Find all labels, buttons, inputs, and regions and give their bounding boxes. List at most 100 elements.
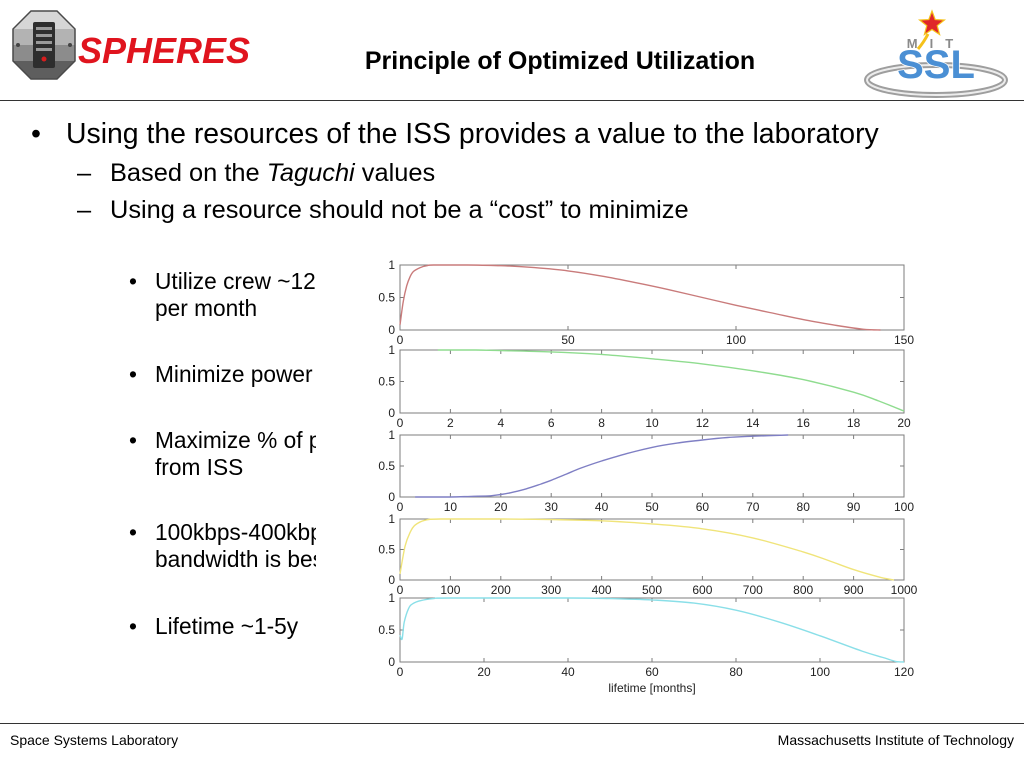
x-tick-label: 60: [696, 500, 710, 514]
list-item-line: per month: [155, 295, 258, 321]
list-item-line: Lifetime ~1-5y: [155, 613, 299, 639]
x-tick-label: 30: [545, 500, 559, 514]
spheres-logo-icon: [12, 10, 76, 80]
x-tick-label: 50: [561, 333, 575, 347]
sub-bullet-text: Based on the: [110, 159, 267, 187]
x-tick-label: 500: [642, 583, 662, 597]
subplot-3: 0 10 20 30 40 50 60 70 80 90 100 0 0.5 1: [378, 428, 914, 514]
x-tick-label: 100: [894, 500, 914, 514]
x-tick-label: 300: [541, 583, 561, 597]
x-tick-label: 60: [645, 665, 659, 679]
y-tick-label: 1: [388, 591, 395, 605]
axes-box: [399, 434, 905, 498]
list-item: • Lifetime ~1-5y: [0, 613, 320, 673]
series-line-3: [415, 434, 789, 498]
star-icon: [917, 9, 947, 36]
x-tick-label: 10: [645, 416, 659, 430]
footer-lab-name: Space Systems Laboratory: [10, 732, 179, 748]
x-tick-label: 10: [444, 500, 458, 514]
x-tick-label: 1000: [891, 583, 918, 597]
subplot-4: 0 100 200 300 400 500 600 700 800 900 1000 0 0.5 1: [378, 512, 917, 597]
x-tick-label: 0: [397, 333, 404, 347]
series-line-2: [437, 349, 905, 412]
spheres-logo-text: SPHERES: [78, 30, 251, 71]
series-line-1: [399, 264, 881, 331]
ssl-logo-small-text: MIT: [907, 36, 965, 51]
x-tick-label: 6: [548, 416, 555, 430]
x-tick-label: 14: [746, 416, 760, 430]
list-item: • Maximize % of p from ISS: [0, 427, 322, 487]
list-item-line: Minimize power: [155, 361, 313, 387]
bullet-marker: •: [129, 427, 137, 453]
x-tick-label: 0: [397, 583, 404, 597]
x-tick-label: 40: [561, 665, 575, 679]
y-tick-label: 0: [388, 573, 395, 587]
x-tick-label: 80: [797, 500, 811, 514]
list-item: • Minimize power: [0, 361, 320, 421]
x-tick-label: 400: [592, 583, 612, 597]
axes-box: [399, 518, 905, 581]
x-tick-label: 2: [447, 416, 454, 430]
x-tick-label: 120: [894, 665, 914, 679]
list-item-line: Maximize % of p: [155, 427, 322, 453]
x-tick-label: 20: [897, 416, 911, 430]
bullet-marker: •: [129, 268, 137, 294]
x-tick-label: 18: [847, 416, 861, 430]
slide-title: Principle of Optimized Utilization: [364, 47, 756, 75]
subplot-2: 0 2 4 6 8 10 12 14 16 18 20 0 0.5 1: [378, 343, 911, 430]
footer-divider: [0, 723, 1024, 724]
y-tick-label: 0.5: [378, 291, 395, 305]
subplot-5: 0 20 40 60 80 100 120 0 0.5 1 lifetime [months]: [378, 591, 914, 695]
dash-marker: –: [77, 196, 92, 224]
y-tick-label: 0.5: [378, 459, 395, 473]
y-tick-label: 1: [388, 428, 395, 442]
x-tick-label: 700: [743, 583, 763, 597]
y-tick-label: 1: [388, 512, 395, 526]
x-tick-label: 12: [696, 416, 710, 430]
list-item: • 100kbps-400kbp bandwidth is bes: [0, 519, 324, 579]
axes-box: [399, 597, 905, 663]
x-tick-label: 4: [497, 416, 504, 430]
list-item-line: 100kbps-400kbp: [155, 519, 323, 545]
sub-bullet-cost: Using a resource should not be a “cost” …: [110, 196, 689, 224]
y-tick-label: 1: [388, 258, 395, 272]
x-tick-label: 100: [440, 583, 460, 597]
sub-bullet-taguchi: Based on the Taguchi values: [110, 158, 435, 188]
y-tick-label: 0.5: [378, 543, 395, 557]
x-tick-label: 100: [810, 665, 830, 679]
x-tick-label: 16: [797, 416, 811, 430]
x-tick-label: 600: [692, 583, 712, 597]
header-divider: [0, 100, 1024, 101]
ssl-logo-icon: MIT SSL: [864, 9, 1008, 98]
x-tick-label: 900: [844, 583, 864, 597]
list-item: • Utilize crew ~12 per month: [0, 268, 320, 328]
sub-bullet-text: values: [354, 159, 436, 187]
footer-institution: Massachusetts Institute of Technology: [777, 732, 1014, 748]
x-tick-label: 800: [793, 583, 813, 597]
y-tick-label: 0: [388, 490, 395, 504]
x-tick-label: 40: [595, 500, 609, 514]
y-tick-label: 0: [388, 406, 395, 420]
list-item-line: from ISS: [155, 454, 244, 480]
series-line-5: [399, 597, 905, 663]
list-item-line: bandwidth is bes: [155, 546, 325, 572]
axes-box: [399, 349, 905, 414]
x-tick-label: 0: [397, 665, 404, 679]
bullet-marker: •: [31, 118, 41, 150]
series-line-4: [399, 518, 895, 581]
list-item-line: Utilize crew ~12: [155, 268, 316, 294]
bullet-marker: •: [129, 519, 137, 545]
y-tick-label: 1: [388, 343, 395, 357]
y-tick-label: 0: [388, 655, 395, 669]
x-tick-label: 8: [598, 416, 605, 430]
sub-bullet-emphasis: Taguchi: [266, 159, 355, 187]
x-axis-label: lifetime [months]: [608, 681, 695, 695]
axes-box: [399, 264, 905, 331]
x-tick-label: 100: [726, 333, 746, 347]
x-tick-label: 50: [645, 500, 659, 514]
dash-marker: –: [77, 159, 92, 187]
bullet-marker: •: [129, 361, 137, 387]
bullet-marker: •: [129, 613, 137, 639]
x-tick-label: 20: [477, 665, 491, 679]
